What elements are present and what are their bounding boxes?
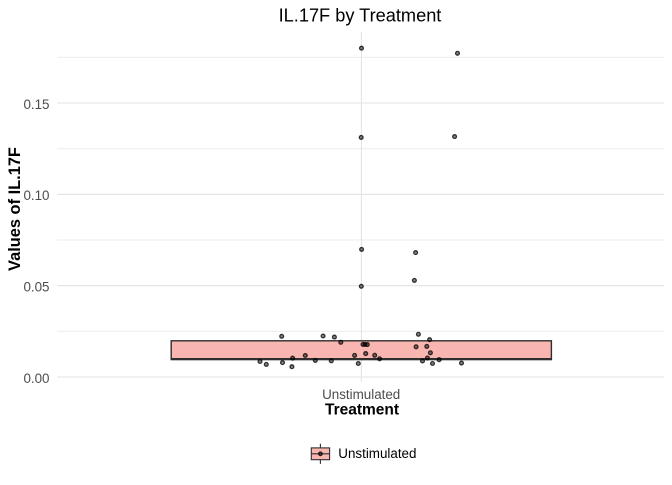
svg-text:0.10: 0.10 [23, 188, 49, 203]
svg-text:Treatment: Treatment [325, 401, 399, 418]
svg-text:Unstimulated: Unstimulated [322, 387, 400, 402]
svg-text:0.00: 0.00 [23, 371, 49, 386]
svg-text:0.15: 0.15 [23, 97, 49, 112]
svg-text:Values of IL.17F: Values of IL.17F [6, 147, 24, 271]
svg-text:0.05: 0.05 [23, 280, 49, 295]
svg-text:Unstimulated: Unstimulated [338, 446, 416, 461]
svg-text:IL.17F by Treatment: IL.17F by Treatment [279, 5, 442, 25]
